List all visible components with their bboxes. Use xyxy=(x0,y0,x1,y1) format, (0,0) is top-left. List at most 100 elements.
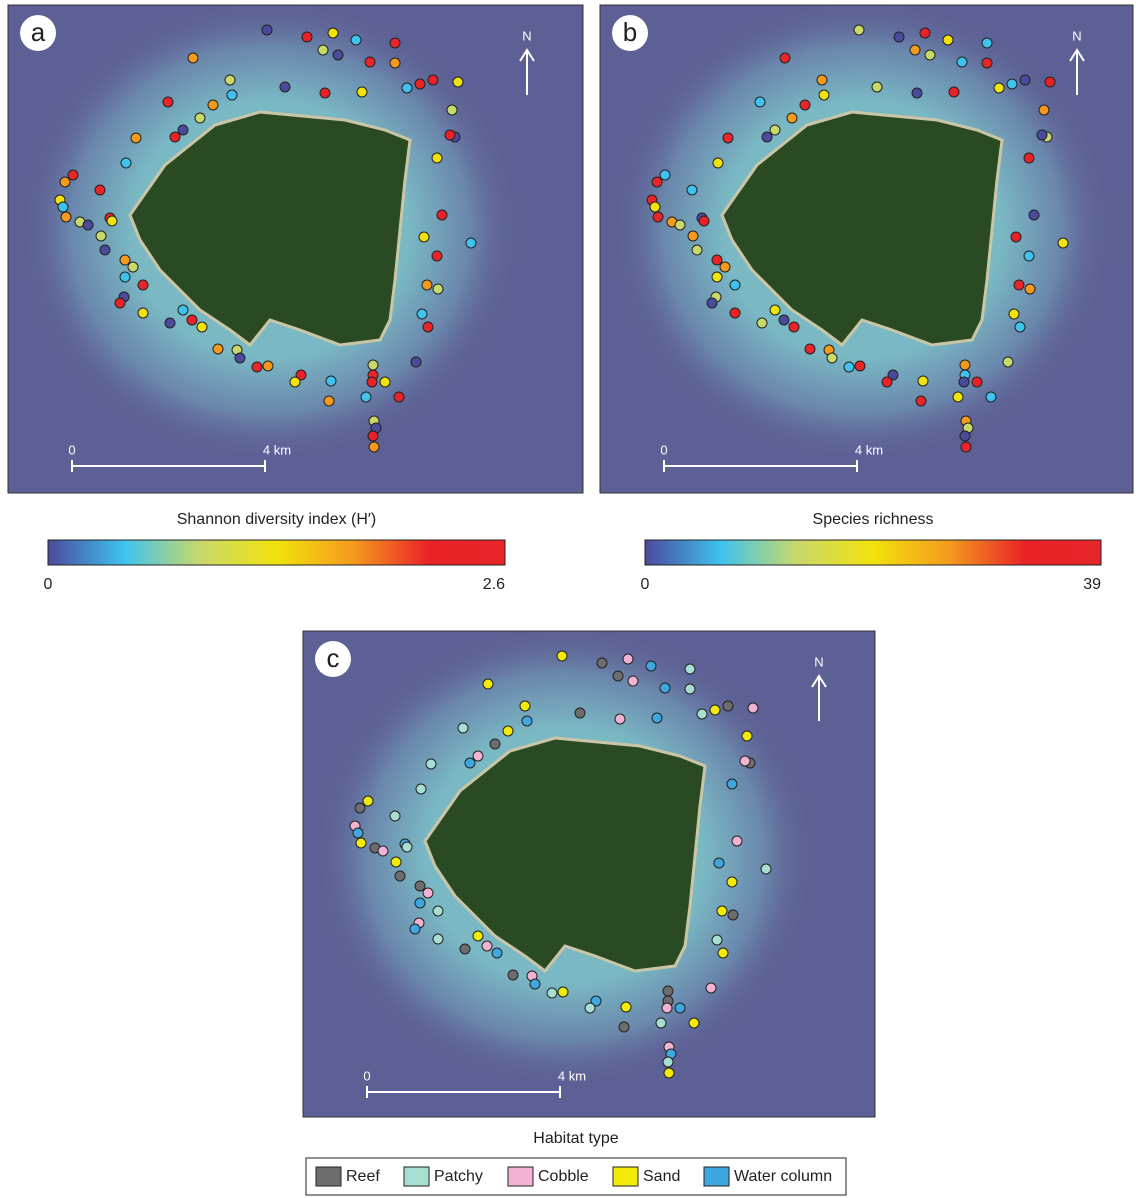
colorbar-title: Species richness xyxy=(813,511,934,528)
legend-swatch xyxy=(507,1166,534,1187)
site-point xyxy=(754,96,766,108)
site-point xyxy=(614,713,626,725)
map-panel xyxy=(8,5,583,493)
legend-swatch xyxy=(315,1166,342,1187)
site-point xyxy=(57,201,69,213)
site-point xyxy=(717,947,729,959)
scale-label: 4 km xyxy=(855,442,883,457)
site-point xyxy=(674,1002,686,1014)
site-point xyxy=(1024,283,1036,295)
site-point xyxy=(893,31,905,43)
colorbar-title: Shannon diversity index (H′) xyxy=(177,511,377,528)
site-point xyxy=(418,231,430,243)
site-point xyxy=(546,987,558,999)
site-point xyxy=(662,1056,674,1068)
scale-label: 4 km xyxy=(558,1068,586,1083)
scale-label: 0 xyxy=(363,1068,370,1083)
site-point xyxy=(919,27,931,39)
site-point xyxy=(1008,308,1020,320)
site-point xyxy=(713,857,725,869)
site-point xyxy=(1013,279,1025,291)
site-point xyxy=(519,700,531,712)
site-point xyxy=(556,650,568,662)
site-point xyxy=(409,923,421,935)
site-point xyxy=(887,369,899,381)
panel-border xyxy=(7,4,584,494)
site-point xyxy=(881,376,893,388)
site-point xyxy=(327,27,339,39)
site-point xyxy=(410,356,422,368)
site-point xyxy=(422,887,434,899)
site-point xyxy=(1019,74,1031,86)
site-point xyxy=(698,215,710,227)
site-point xyxy=(651,176,663,188)
site-point xyxy=(164,317,176,329)
site-point xyxy=(1014,321,1026,333)
site-point xyxy=(224,74,236,86)
site-point xyxy=(909,44,921,56)
site-point xyxy=(106,215,118,227)
panel-letter: c xyxy=(327,643,340,673)
site-point xyxy=(911,87,923,99)
legend-label: Cobble xyxy=(538,1168,589,1185)
site-point xyxy=(414,880,426,892)
island xyxy=(720,110,1004,348)
site-point xyxy=(355,837,367,849)
site-point xyxy=(196,321,208,333)
site-point xyxy=(325,375,337,387)
scale-label: 0 xyxy=(68,442,75,457)
site-point xyxy=(854,360,866,372)
site-point xyxy=(612,670,624,682)
site-point xyxy=(279,81,291,93)
site-point xyxy=(367,359,379,371)
site-point xyxy=(981,57,993,69)
site-point xyxy=(301,31,313,43)
site-point xyxy=(186,314,198,326)
site-point xyxy=(119,271,131,283)
site-point xyxy=(194,112,206,124)
site-point xyxy=(352,827,364,839)
site-point xyxy=(729,307,741,319)
site-point xyxy=(804,343,816,355)
island xyxy=(128,110,412,348)
site-point xyxy=(590,995,602,1007)
north-label: N xyxy=(522,28,531,43)
site-point xyxy=(317,44,329,56)
colorbar-max: 2.6 xyxy=(483,576,505,593)
site-point xyxy=(521,715,533,727)
site-point xyxy=(687,230,699,242)
site-point xyxy=(948,86,960,98)
site-point xyxy=(826,352,838,364)
site-point xyxy=(688,1017,700,1029)
site-point xyxy=(481,940,493,952)
site-point xyxy=(137,307,149,319)
site-point xyxy=(457,722,469,734)
colorbar-min: 0 xyxy=(44,576,53,593)
site-point xyxy=(187,52,199,64)
site-point xyxy=(1057,237,1069,249)
site-point xyxy=(350,34,362,46)
site-point xyxy=(99,244,111,256)
site-point xyxy=(627,675,639,687)
site-point xyxy=(414,897,426,909)
site-point xyxy=(711,934,723,946)
site-point xyxy=(207,99,219,111)
site-point xyxy=(507,969,519,981)
site-point xyxy=(482,678,494,690)
site-point xyxy=(917,375,929,387)
site-point xyxy=(120,157,132,169)
site-point xyxy=(95,230,107,242)
site-point xyxy=(726,876,738,888)
site-point xyxy=(769,124,781,136)
site-point xyxy=(662,985,674,997)
site-point xyxy=(952,391,964,403)
site-point xyxy=(431,250,443,262)
site-point xyxy=(432,283,444,295)
site-point xyxy=(234,352,246,364)
site-point xyxy=(444,129,456,141)
site-point xyxy=(709,704,721,716)
site-point xyxy=(557,986,569,998)
site-point xyxy=(659,169,671,181)
site-point xyxy=(226,89,238,101)
